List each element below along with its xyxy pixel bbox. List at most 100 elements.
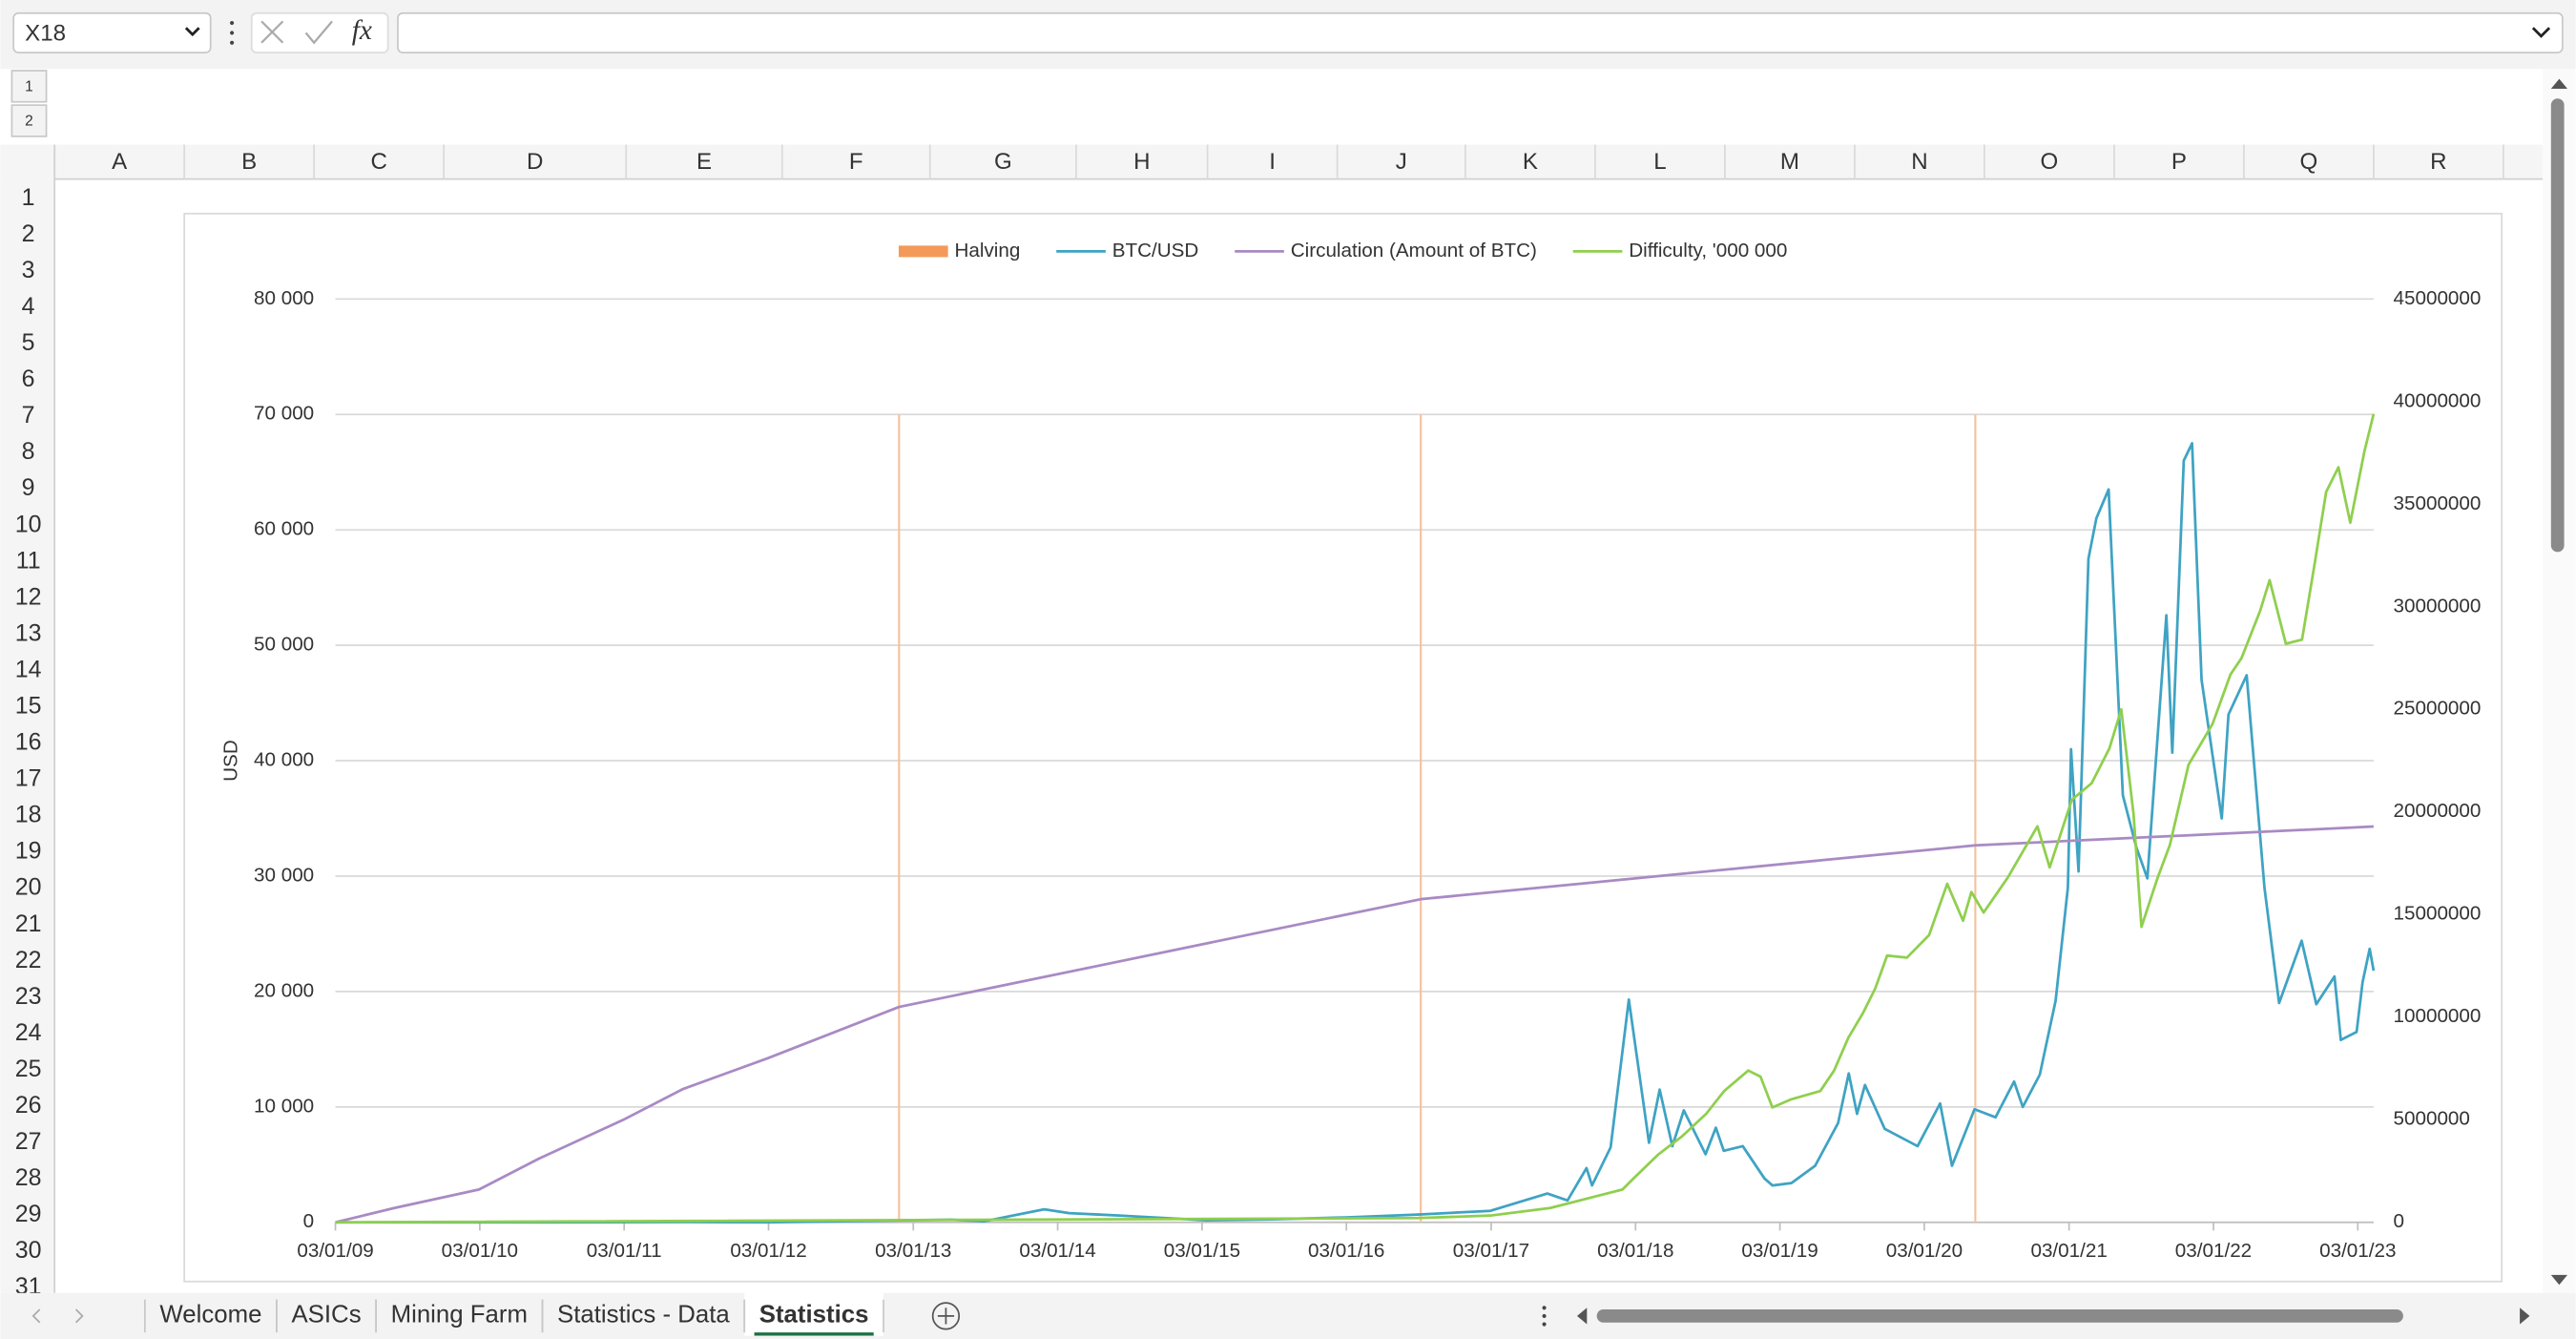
sheet-tab[interactable]: ASICs [291,1302,361,1329]
outline-level-button[interactable] [10,104,48,137]
legend-label: BTC/USD [1112,240,1199,262]
column-header[interactable]: B [241,149,257,175]
x-tick-label: 03/01/15 [1164,1240,1240,1262]
column-header[interactable]: J [1396,149,1407,175]
column-header[interactable]: C [370,149,386,175]
column-header[interactable]: D [527,149,543,175]
x-tick-label: 03/01/22 [2175,1240,2252,1262]
row-header[interactable]: 30 [15,1237,42,1264]
series-line [335,825,2374,1224]
row-header[interactable]: 26 [15,1092,42,1119]
row-header[interactable]: 10 [15,511,42,537]
row-header[interactable]: 18 [15,802,42,828]
column-header[interactable]: N [1911,149,1927,175]
legend-label: Circulation (Amount of BTC) [1291,240,1537,262]
row-header[interactable]: 1 [22,184,35,211]
y-tick-label: 50 000 [254,634,314,656]
row-header[interactable]: 16 [15,729,42,756]
row-header[interactable]: 7 [22,402,35,429]
outline-level-button[interactable] [10,70,48,103]
column-header[interactable]: L [1653,149,1666,175]
cancel-icon[interactable] [260,20,284,44]
column-header[interactable]: F [849,149,863,175]
legend-label: Halving [955,240,1021,262]
row-header[interactable]: 5 [22,329,35,356]
formula-bar[interactable] [397,11,2564,53]
chart-area [183,212,2503,1283]
column-header[interactable]: Q [2300,149,2318,175]
hscroll-left[interactable] [1576,1308,1588,1325]
tab-more-dot [1542,1306,1547,1310]
column-header[interactable]: G [994,149,1012,175]
sheet-tab[interactable]: Mining Farm [391,1302,528,1329]
row-header-bar [0,144,55,1293]
series-line [335,442,2376,1224]
y2-tick-label: 20000000 [2394,800,2482,822]
x-tick-label: 03/01/21 [2030,1240,2107,1262]
formula-chevron[interactable] [2531,27,2551,38]
name-box-chevron[interactable] [184,27,200,37]
legend-label: Difficulty, '000 000 [1629,240,1787,262]
enter-icon[interactable] [304,20,333,45]
tab-scroll-right[interactable] [74,1308,84,1324]
x-tick-label: 03/01/17 [1453,1240,1529,1262]
column-header[interactable]: K [1523,149,1538,175]
y-axis-label: USD [220,740,242,782]
vscroll-up[interactable] [2550,78,2568,89]
column-header[interactable]: M [1780,149,1799,175]
y2-tick-label: 25000000 [2394,698,2482,720]
row-header[interactable]: 15 [15,693,42,720]
column-header[interactable]: P [2171,149,2187,175]
add-sheet-button[interactable] [931,1302,961,1330]
row-header[interactable]: 14 [15,656,42,682]
row-header[interactable]: 12 [15,583,42,610]
column-header[interactable]: E [696,149,712,175]
column-header[interactable]: I [1269,149,1276,175]
add-sheet-plus [937,1308,955,1325]
row-header[interactable]: 28 [15,1164,42,1191]
x-tick-label: 03/01/09 [297,1240,373,1262]
row-header[interactable]: 25 [15,1056,42,1082]
row-header[interactable]: 21 [15,910,42,937]
row-header[interactable]: 27 [15,1128,42,1155]
row-header[interactable]: 29 [15,1201,42,1227]
row-header[interactable]: 2 [22,220,35,247]
tab-scroll-left[interactable] [31,1308,41,1324]
row-header[interactable]: 11 [16,547,41,574]
row-header[interactable]: 4 [22,293,35,320]
x-tick-label: 03/01/20 [1886,1240,1963,1262]
legend-swatch [898,245,948,258]
fx-icon[interactable]: fx [352,15,372,46]
row-header[interactable]: 8 [22,438,35,465]
row-header[interactable]: 13 [15,619,42,646]
hscroll-thumb[interactable] [1596,1309,2403,1323]
name-box[interactable] [12,11,212,53]
vscroll-thumb[interactable] [2550,98,2565,553]
y2-tick-label: 10000000 [2394,1005,2482,1027]
sheet-tab[interactable]: Statistics - Data [557,1302,730,1329]
vscroll-down[interactable] [2550,1274,2568,1286]
y2-tick-label: 40000000 [2394,389,2482,411]
row-header[interactable]: 6 [22,366,35,392]
y-tick-label: 20 000 [254,979,314,1001]
row-header[interactable]: 9 [22,474,35,501]
row-header[interactable]: 19 [15,838,42,865]
column-header[interactable]: R [2430,149,2446,175]
column-header[interactable]: A [112,149,128,175]
y-tick-label: 30 000 [254,864,314,886]
sheet-tab[interactable]: Welcome [159,1302,261,1329]
column-header[interactable]: H [1133,149,1150,175]
sheet-tab-active[interactable]: Statistics [759,1302,869,1329]
row-header[interactable]: 20 [15,874,42,901]
row-header[interactable]: 22 [15,947,42,973]
halving-bar [1420,414,1423,1223]
row-header[interactable]: 17 [15,765,42,792]
column-header[interactable]: O [2041,149,2059,175]
row-header[interactable]: 24 [15,1019,42,1046]
hscroll-right[interactable] [2520,1308,2530,1325]
row-header[interactable]: 3 [22,257,35,283]
row-header[interactable]: 23 [15,983,42,1010]
x-tick-label: 03/01/10 [442,1240,518,1262]
